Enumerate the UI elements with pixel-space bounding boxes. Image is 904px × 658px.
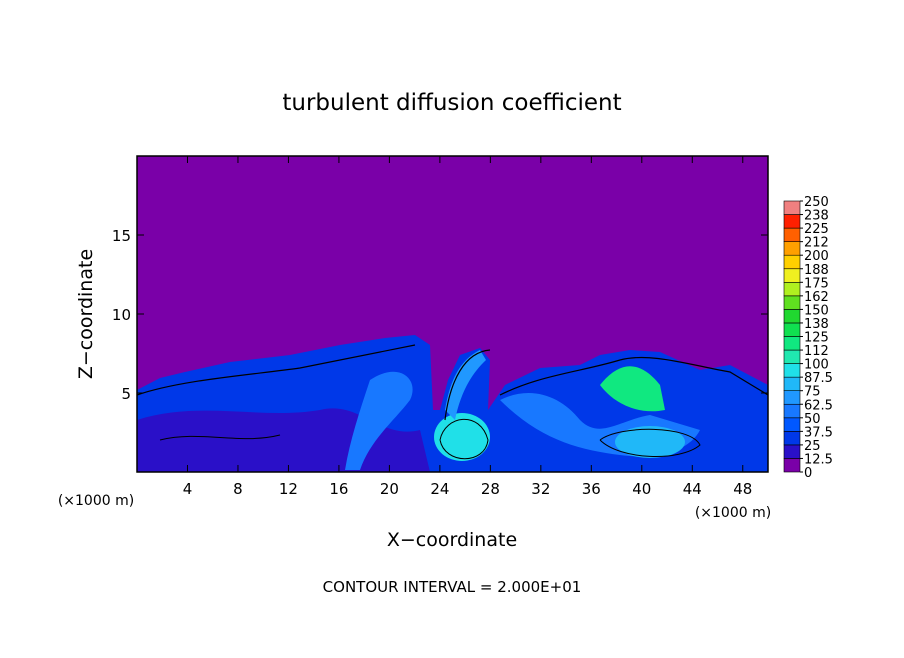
- x-tick-label: 32: [531, 480, 550, 498]
- colorbar-label: 100: [804, 358, 829, 373]
- colorbar-cell: [783, 417, 801, 432]
- colorbar-cell: [783, 363, 801, 378]
- x-tick-label: 8: [233, 480, 243, 498]
- chart-title: turbulent diffusion coefficient: [282, 90, 621, 116]
- colorbar-label: 188: [804, 263, 829, 278]
- colorbar-cell: [783, 349, 801, 364]
- colorbar-cell: [783, 376, 801, 391]
- y-tick-label: 15: [112, 227, 131, 245]
- colorbar-label: 50: [804, 412, 821, 427]
- field-region: [600, 366, 665, 412]
- colorbar-label: 200: [804, 249, 829, 264]
- y-axis-label: Z−coordinate: [75, 249, 97, 379]
- colorbar-label: 87.5: [804, 371, 833, 386]
- colorbar-cell: [783, 431, 801, 446]
- colorbar-label: 37.5: [804, 425, 833, 440]
- colorbar-cell: [783, 254, 801, 270]
- colorbar-cell: [783, 390, 801, 405]
- x-tick-label: 48: [733, 480, 752, 498]
- contour-interval: CONTOUR INTERVAL = 2.000E+01: [323, 578, 582, 596]
- colorbar-label: 62.5: [804, 398, 833, 413]
- colorbar-label: 225: [804, 222, 829, 237]
- x-tick-label: 16: [329, 480, 348, 498]
- field-region: [445, 350, 486, 420]
- x-unit: (×1000 m): [695, 505, 771, 521]
- x-axis-label: X−coordinate: [387, 529, 517, 551]
- colorbar-label: 250: [804, 195, 829, 210]
- y-tick-label: 5: [121, 385, 131, 403]
- colorbar-cell: [783, 403, 801, 419]
- x-tick-label: 4: [183, 480, 193, 498]
- colorbar-cell: [783, 444, 801, 459]
- colorbar-label: 112: [804, 344, 829, 359]
- x-tick-label: 28: [481, 480, 500, 498]
- colorbar-cell: [783, 281, 801, 297]
- y-tick-label: 10: [112, 306, 131, 324]
- field-region: [345, 371, 413, 470]
- colorbar-label: 125: [804, 331, 829, 346]
- colorbar-cell: [783, 227, 801, 242]
- colorbar-label: 212: [804, 236, 829, 251]
- colorbar-cell: [783, 322, 801, 337]
- contour-line: [159, 418, 701, 460]
- colorbar-label: 162: [804, 290, 829, 305]
- field-region: [615, 426, 685, 458]
- x-tick-label: 44: [683, 480, 702, 498]
- colorbar-cell: [783, 309, 801, 324]
- colorbar-cell: [783, 295, 801, 310]
- colorbar-label: 138: [804, 317, 829, 332]
- x-tick-label: 36: [582, 480, 601, 498]
- colorbar-cell: [783, 268, 801, 283]
- colorbar-label: 12.5: [804, 452, 833, 467]
- field: [136, 156, 769, 472]
- field-region: [434, 413, 490, 461]
- colorbar-cell: [783, 200, 801, 215]
- x-tick-label: 12: [279, 480, 298, 498]
- colorbar-cell: [783, 241, 801, 256]
- colorbar-label: 75: [804, 385, 821, 400]
- contour-line: [136, 344, 769, 421]
- colorbar-label: 0: [804, 466, 812, 481]
- x-tick-label: 20: [380, 480, 399, 498]
- colorbar-cell: [783, 458, 801, 473]
- y-unit: (×1000 m): [58, 493, 134, 509]
- colorbar-cell: [783, 336, 801, 351]
- colorbar-label: 150: [804, 303, 829, 318]
- x-tick-label: 24: [430, 480, 449, 498]
- colorbar-cell: [783, 214, 801, 229]
- colorbar-label: 238: [804, 209, 829, 224]
- x-tick-label: 40: [632, 480, 651, 498]
- axes: 4 8 12 16 20 24 28 32 36 40 44 4851015012.52537.550…: [112, 155, 833, 498]
- colorbar-label: 25: [804, 439, 821, 454]
- colorbar-label: 175: [804, 276, 829, 291]
